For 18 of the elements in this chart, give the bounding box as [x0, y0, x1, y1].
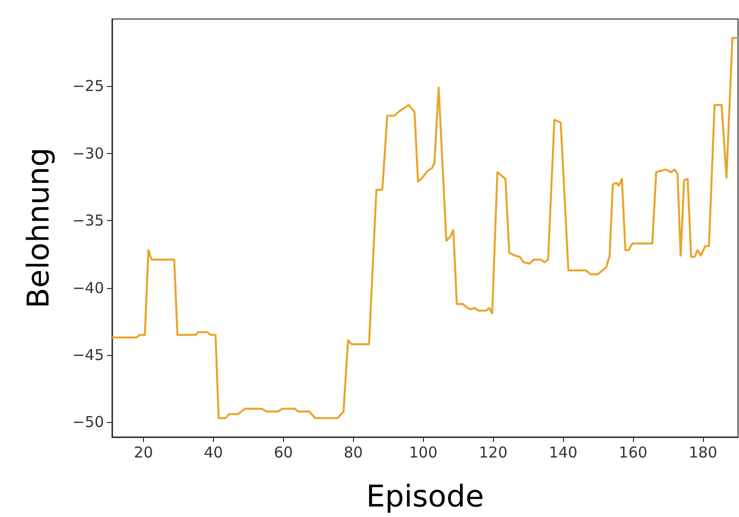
- y-tick-label: −25: [72, 77, 104, 96]
- y-tick-label: −45: [72, 346, 104, 364]
- y-tick-label: −30: [72, 144, 104, 162]
- x-tick-label: 20: [134, 444, 154, 462]
- x-tick-label: 80: [344, 444, 363, 462]
- y-axis-title: Belohnung: [22, 148, 56, 308]
- y-tick-label: −35: [72, 212, 104, 230]
- y-tick-label: −40: [72, 278, 104, 297]
- y-tick-label: −50: [72, 413, 104, 432]
- x-tick-label: 180: [688, 444, 718, 462]
- x-tick-label: 120: [478, 444, 508, 462]
- x-tick-label: 160: [618, 444, 648, 462]
- x-tick-label: 140: [548, 444, 578, 462]
- line-series: [111, 36, 739, 420]
- x-axis-title: Episode: [366, 480, 484, 514]
- x-tick-label: 60: [274, 444, 293, 462]
- x-tick-label: 40: [204, 444, 223, 462]
- x-tick-label: 100: [408, 444, 438, 462]
